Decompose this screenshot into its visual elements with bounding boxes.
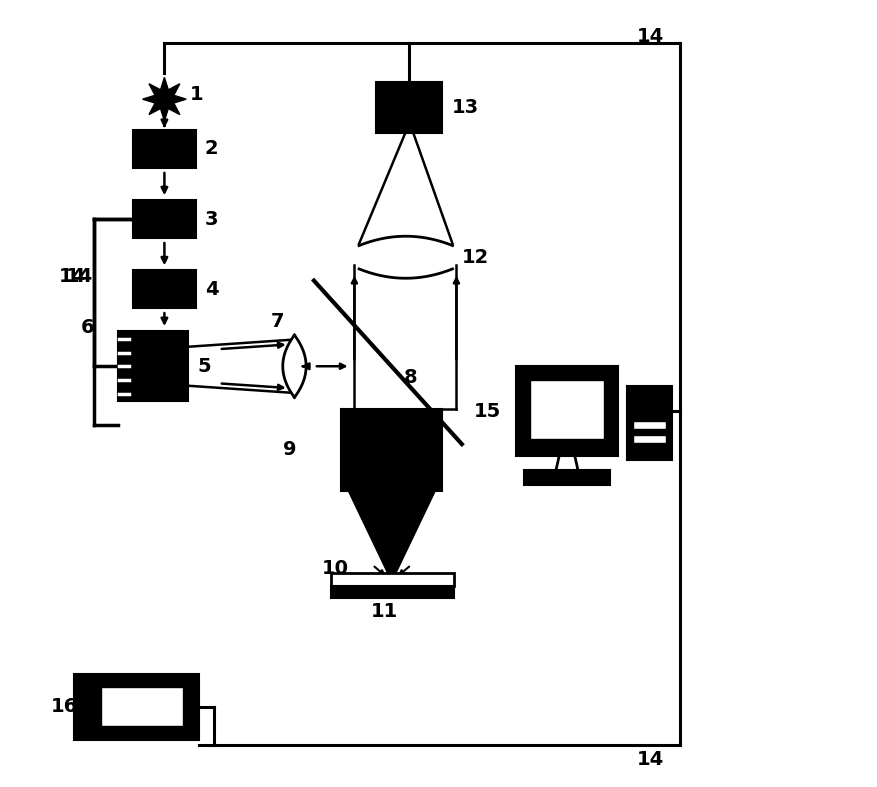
Text: 9: 9 (282, 441, 296, 460)
Polygon shape (143, 77, 186, 121)
Text: 10: 10 (322, 560, 349, 578)
Bar (102, 687, 183, 726)
Bar (133, 201, 196, 238)
Bar (517, 366, 617, 456)
Bar (74, 674, 199, 740)
Bar (118, 331, 188, 401)
Text: 2: 2 (205, 139, 218, 158)
Text: 14: 14 (59, 268, 86, 286)
Text: 5: 5 (197, 357, 210, 375)
Text: 14: 14 (67, 268, 94, 286)
Text: 1: 1 (189, 85, 203, 104)
Bar (627, 386, 672, 460)
Text: 16: 16 (51, 697, 78, 716)
Bar (331, 574, 454, 586)
Bar (133, 271, 196, 308)
Text: 15: 15 (474, 401, 501, 420)
Bar (133, 131, 196, 168)
Text: 12: 12 (462, 248, 489, 267)
Text: 3: 3 (205, 209, 218, 228)
Bar (524, 470, 610, 486)
Text: 11: 11 (371, 602, 398, 621)
Text: 14: 14 (637, 28, 664, 46)
Bar (331, 586, 454, 598)
Text: 13: 13 (452, 98, 479, 116)
Bar (531, 380, 603, 438)
Bar (376, 82, 442, 133)
Bar (633, 421, 666, 429)
Polygon shape (349, 491, 435, 580)
Text: 4: 4 (205, 279, 218, 298)
Text: 6: 6 (81, 318, 94, 337)
Text: 7: 7 (271, 312, 285, 331)
Bar (633, 434, 666, 442)
Text: 8: 8 (403, 368, 417, 387)
Text: 14: 14 (637, 750, 664, 769)
Bar (341, 409, 442, 491)
